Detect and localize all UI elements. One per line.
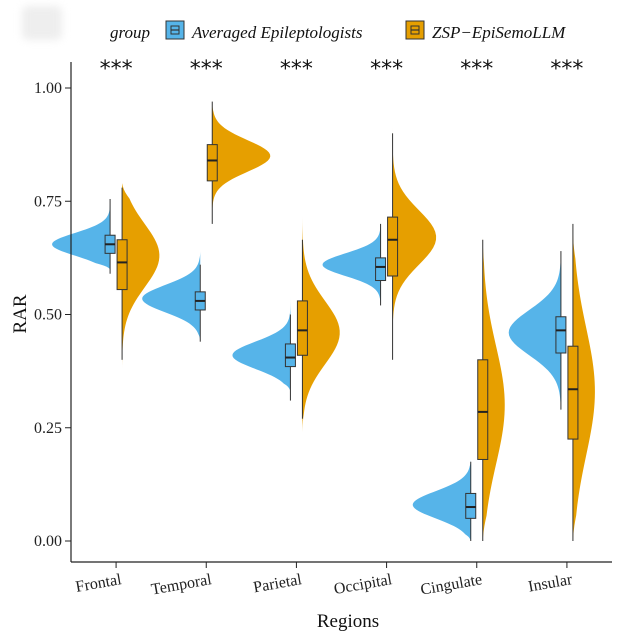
legend-item: ZSP−EpiSemoLLM bbox=[405, 20, 566, 42]
significance-label: *** bbox=[280, 57, 313, 82]
y-axis-title: RAR bbox=[10, 294, 31, 333]
x-tick-label: Occipital bbox=[333, 571, 394, 598]
y-tick-label: 0.25 bbox=[34, 420, 62, 437]
violin-half bbox=[508, 251, 561, 415]
box-iqr bbox=[375, 257, 387, 282]
x-tick-label: Cingulate bbox=[419, 571, 483, 599]
significance-label: *** bbox=[460, 57, 493, 82]
legend-item: Averaged Epileptologists bbox=[165, 20, 363, 42]
box-iqr bbox=[477, 359, 489, 460]
y-tick-label: 0.50 bbox=[34, 307, 62, 324]
x-tick-label: Frontal bbox=[74, 571, 123, 596]
significance-label: *** bbox=[550, 57, 583, 82]
significance-label: *** bbox=[370, 57, 403, 82]
significance-markers: *** *** *** *** *** *** bbox=[100, 57, 584, 82]
x-tick-label: Insular bbox=[527, 571, 574, 596]
violin-half bbox=[212, 101, 271, 224]
box-iqr bbox=[555, 316, 567, 354]
x-tick-label: Temporal bbox=[150, 571, 214, 598]
violin-half bbox=[322, 219, 381, 306]
box-iqr bbox=[296, 300, 308, 356]
boxplots bbox=[104, 101, 579, 541]
violin-half bbox=[412, 459, 471, 541]
violin-half bbox=[572, 232, 595, 541]
violin-half bbox=[482, 237, 505, 542]
y-tick-label: 1.00 bbox=[34, 80, 62, 97]
violin-half bbox=[392, 119, 437, 360]
violin-half bbox=[302, 214, 340, 433]
box-iqr bbox=[465, 492, 477, 519]
significance-label: *** bbox=[190, 57, 223, 82]
violin-half bbox=[142, 251, 201, 342]
legend-title: group bbox=[110, 23, 150, 42]
y-tick-label: 0.75 bbox=[34, 193, 62, 210]
box-iqr bbox=[567, 345, 579, 440]
box-iqr bbox=[284, 343, 296, 368]
y-tick-label: 0.00 bbox=[34, 533, 62, 550]
x-tick-label: Parietal bbox=[252, 571, 304, 596]
legend-label: Averaged Epileptologists bbox=[191, 23, 363, 42]
blurred-corner-patch bbox=[22, 6, 62, 40]
violins bbox=[52, 101, 595, 542]
violin-half bbox=[52, 196, 111, 270]
violin-half bbox=[122, 183, 160, 369]
box-iqr bbox=[116, 239, 128, 291]
x-axis-title: Regions bbox=[317, 611, 379, 632]
legend: group Averaged Epileptologists ZSP−EpiSem… bbox=[110, 20, 566, 42]
legend-label: ZSP−EpiSemoLLM bbox=[432, 23, 566, 42]
box-iqr bbox=[387, 216, 399, 277]
violin-half bbox=[232, 296, 291, 392]
significance-label: *** bbox=[100, 57, 133, 82]
box-iqr bbox=[206, 144, 218, 182]
